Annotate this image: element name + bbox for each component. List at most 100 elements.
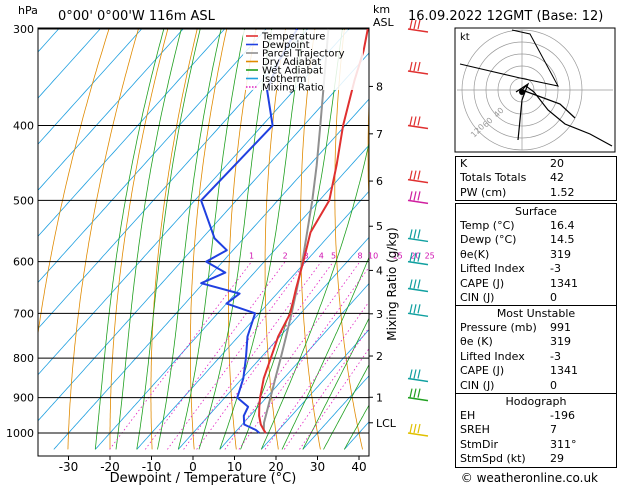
- mixing-ratio-label: 15: [393, 252, 403, 261]
- most-unstable-key: CAPE (J): [460, 364, 505, 378]
- surface-row: Lifted Index -3: [456, 262, 616, 276]
- most-unstable-row: CIN (J) 0: [456, 379, 616, 393]
- wet-adiabat-line: [136, 28, 201, 450]
- most-unstable-value: 319: [550, 335, 571, 349]
- isobar-lines: [38, 28, 369, 434]
- x-axis-label: Dewpoint / Temperature (°C): [110, 471, 297, 486]
- dry-adiabat-line: [228, 28, 257, 450]
- wet-adiabat-line: [323, 363, 369, 450]
- hodograph-stat-row: EH -196: [456, 409, 616, 423]
- hodograph-stat-value: 29: [550, 452, 564, 466]
- pressure-tick-label: 300: [13, 23, 34, 36]
- altitude-km-label: 8: [376, 80, 383, 93]
- most-unstable-key: Pressure (mb): [460, 321, 537, 334]
- dry-adiabat-line: [300, 28, 321, 450]
- temperature-tick-label: 10: [227, 460, 242, 474]
- wind-barbs: [407, 19, 429, 437]
- plot-frame: [37, 27, 370, 457]
- index-key: Totals Totals: [460, 171, 527, 185]
- dry-adiabat-line: [190, 28, 228, 450]
- hodograph-stat-value: 311°: [550, 437, 577, 451]
- surface-row: Dewp (°C) 14.5: [456, 233, 616, 247]
- legend-entry: Dry Adiabat: [262, 57, 321, 68]
- hodograph-stat-key: EH: [460, 409, 476, 422]
- location-title: 0°00' 0°00'W 116m ASL: [58, 9, 216, 24]
- hodograph-stat-row: SREH 7: [456, 423, 616, 437]
- legend-entry: Dewpoint: [262, 40, 310, 51]
- surface-value: 1341: [550, 276, 578, 290]
- pressure-tick-label: 700: [13, 307, 34, 320]
- dry-adiabat-line: [400, 18, 446, 450]
- mixing-ratio-labels: 12345810152025: [249, 252, 435, 261]
- most-unstable-row: θe (K) 319: [456, 335, 616, 349]
- temperature-tick-labels: -30 -20 -10 0 10 20 30 40: [59, 456, 367, 474]
- wet-adiabat-line: [281, 256, 369, 450]
- mixing-ratio-line: [167, 261, 307, 450]
- dry-adiabat-line: [334, 28, 363, 450]
- index-key: PW (cm): [460, 185, 507, 199]
- altitude-km-label: 2: [376, 350, 383, 363]
- surface-key: Temp (°C): [460, 219, 515, 232]
- wind-barb: [407, 252, 429, 266]
- index-row: K 20: [456, 157, 616, 171]
- wind-barb: [407, 388, 429, 402]
- most-unstable-key: θe (K): [460, 335, 493, 349]
- mixing-ratio-label: 10: [368, 252, 378, 261]
- wind-barb: [407, 304, 429, 318]
- most-unstable-title: Most Unstable: [496, 307, 576, 320]
- mixing-ratio-line: [183, 261, 322, 450]
- hodograph-stat-row: StmDir 311°: [456, 438, 616, 452]
- isotherm-line: [53, 98, 369, 450]
- surface-table: Surface Temp (°C) 16.4 Dewp (°C) 14.5 θe(K) 3…: [455, 203, 617, 307]
- dry-adiabat-line: [264, 28, 287, 450]
- datetime-title: 16.09.2022 12GMT (Base: 12): [408, 9, 603, 24]
- wet-adiabat-line: [157, 28, 222, 450]
- wind-barb: [407, 61, 429, 75]
- dry-adiabat-line: [67, 28, 140, 450]
- surface-value: 16.4: [550, 219, 575, 232]
- index-value: 20: [550, 157, 564, 170]
- isotherm-line: [38, 28, 227, 237]
- most-unstable-row: Pressure (mb) 991: [456, 321, 616, 335]
- indices-table: K 20 Totals Totals 42 PW (cm) 1.52: [455, 156, 617, 202]
- altitude-km-label: 5: [376, 220, 383, 233]
- mixing-ratio-line: [109, 261, 252, 450]
- hodograph-table-title: Hodograph: [505, 395, 567, 408]
- wet-adiabat-line: [302, 317, 369, 450]
- hodograph-stat-key: StmDir: [460, 437, 499, 451]
- index-value: 1.52: [550, 185, 575, 199]
- surface-key: Lifted Index: [460, 262, 525, 276]
- altitude-km-label: 4: [376, 264, 383, 277]
- wind-barb: [407, 19, 429, 33]
- hodograph-kt-label: kt: [460, 32, 470, 43]
- pressure-tick-label: 600: [13, 256, 34, 269]
- isotherm-line: [38, 28, 268, 284]
- hodograph-stat-key: SREH: [460, 423, 490, 437]
- surface-key: Dewp (°C): [460, 233, 517, 247]
- temperature-tick-label: -20: [100, 460, 120, 474]
- wet-adiabat-line: [94, 28, 165, 450]
- isotherm-line: [0, 18, 27, 450]
- mixing-ratio-label: 1: [249, 252, 254, 261]
- pressure-tick-labels: 300 400 500 600 700 800 900 1000: [6, 23, 34, 440]
- isotherm-line: [38, 52, 369, 422]
- pressure-tick-label: 800: [13, 352, 34, 365]
- legend-entry: Temperature: [261, 32, 325, 43]
- wet-adiabat-line: [177, 28, 246, 450]
- temperature-line: [258, 28, 369, 434]
- hodograph-storm-marker: [519, 89, 525, 95]
- hodograph-stat-value: -196: [550, 409, 575, 422]
- surface-row: θe(K) 319: [456, 248, 616, 262]
- mixing-ratio-line: [238, 266, 369, 450]
- dewpoint-line: [200, 28, 299, 434]
- surface-row: CIN (J) 0: [456, 291, 616, 305]
- index-value: 42: [550, 171, 564, 185]
- most-unstable-value: 0: [550, 378, 557, 392]
- mixing-ratio-label: 2: [283, 252, 288, 261]
- parcel-trajectory-line: [262, 28, 330, 434]
- pressure-tick-label: 1000: [6, 427, 34, 440]
- index-row: Totals Totals 42: [456, 171, 616, 185]
